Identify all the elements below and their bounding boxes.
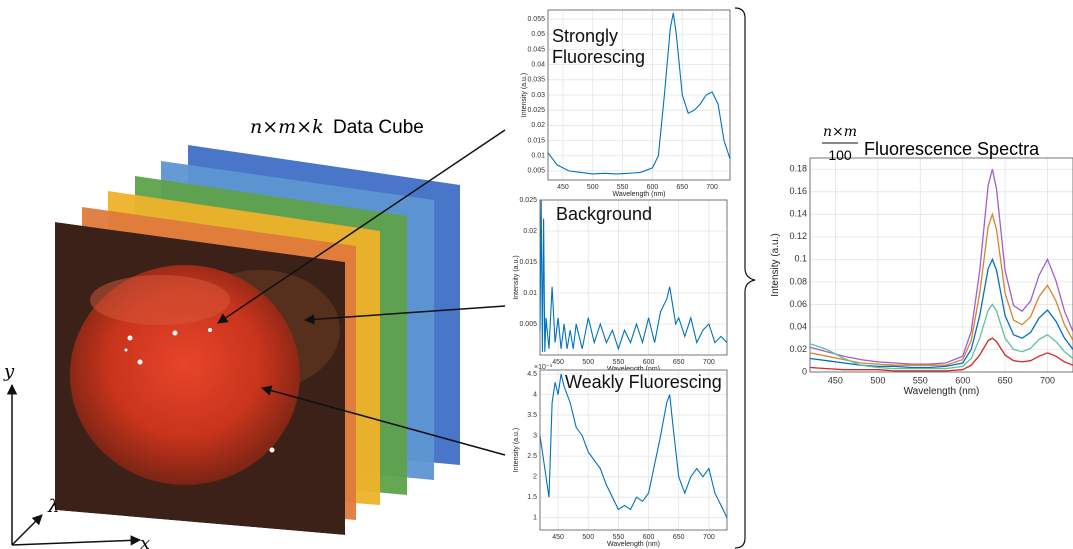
brace [735, 8, 755, 548]
chart-title-box: Strongly Fluorescing [552, 26, 662, 76]
y-tick-label: 0.14 [789, 209, 807, 219]
x-tick-label: 600 [955, 375, 970, 385]
y-tick-label: 2.5 [527, 453, 537, 460]
y-tick-label: 0.05 [531, 31, 545, 38]
plot-area [810, 158, 1073, 372]
x-tick-label: 700 [703, 359, 715, 366]
cube-label-math: n×m×k [250, 116, 324, 138]
y-tick-label: 0.04 [789, 321, 807, 331]
x-axis-label: Wavelength (nm) [607, 541, 660, 548]
chart-title-box: Weakly Fluorescing [565, 372, 735, 422]
x-tick-label: 550 [613, 534, 625, 541]
chart: 450 500 550 600 650 700 0.005 0.01 0.015 0.02 0.02… [521, 10, 730, 198]
y-tick-label: 0.12 [789, 231, 807, 241]
x-tick-label: 600 [647, 184, 659, 191]
x-tick-label: 700 [706, 184, 718, 191]
axis-lambda-arrow [12, 515, 42, 545]
y-tick-label: 0.04 [531, 61, 545, 68]
y-tick-label: 2 [533, 474, 537, 481]
x-tick-label: 600 [643, 359, 655, 366]
y-tick-label: 3.5 [527, 412, 537, 419]
x-tick-label: 700 [703, 534, 715, 541]
y-tick-label: 0.005 [527, 168, 545, 175]
y-tick-label: 0.03 [531, 92, 545, 99]
y-tick-label: 0.16 [789, 186, 807, 196]
chart: 450 500 550 600 650 700 0 0.02 0.04 0.06 0.08 0.1 0.… [770, 124, 1073, 397]
x-tick-label: 500 [582, 534, 594, 541]
x-tick-label: 600 [643, 534, 655, 541]
y-tick-label: 0.18 [789, 164, 807, 174]
x-tick-label: 550 [617, 184, 629, 191]
axis-x-label: x [140, 533, 150, 549]
x-tick-label: 700 [1040, 375, 1055, 385]
y-tick-label: 1 [533, 515, 537, 522]
y-tick-label: 4.5 [527, 371, 537, 378]
x-axis-label: Wavelength (nm) [612, 191, 665, 198]
y-tick-label: 0.01 [531, 153, 545, 160]
y-tick-label: 0.025 [527, 107, 545, 114]
y-axis-label: Intensity (a.u.) [521, 73, 528, 117]
chart-title-box: Background [556, 204, 706, 254]
chart-title: Strongly Fluorescing [552, 26, 662, 68]
layer-photo [55, 222, 345, 535]
y-tick-label: 0.035 [527, 77, 545, 84]
y-tick-label: 0.015 [527, 137, 545, 144]
x-tick-label: 550 [613, 359, 625, 366]
y-tick-label: 1.5 [527, 494, 537, 501]
y-tick-label: 0.08 [789, 276, 807, 286]
cube-label-text: Data Cube [333, 117, 424, 138]
y-axis-label: Intensity (a.u.) [770, 233, 781, 296]
x-tick-label: 450 [828, 375, 843, 385]
axis-lambda-label: λ [47, 496, 59, 517]
page: y λ x n×m×k Data Cube 450 500 550 600 650 700… [0, 0, 1073, 549]
chart-title: Weakly Fluorescing [565, 372, 735, 393]
axis-x-arrow [12, 540, 140, 545]
chart-title: Fluorescence Spectra [864, 139, 1040, 159]
y-tick-label: 0 [802, 366, 807, 376]
y-axis-label: Intensity (a.u.) [513, 255, 520, 299]
x-tick-label: 450 [552, 534, 564, 541]
y-tick-label: 0.02 [523, 228, 537, 235]
y-tick-label: 0.1 [794, 254, 807, 264]
y-tick-label: 0.015 [519, 259, 537, 266]
y-tick-label: 0.045 [527, 46, 545, 53]
x-tick-label: 650 [676, 184, 688, 191]
x-tick-label: 500 [587, 184, 599, 191]
x-tick-label: 450 [552, 359, 564, 366]
y-tick-label: 0.01 [523, 290, 537, 297]
x-tick-label: 650 [998, 375, 1013, 385]
x-tick-label: 500 [870, 375, 885, 385]
x-tick-label: 650 [673, 359, 685, 366]
x-axis-label: Wavelength (nm) [904, 386, 980, 397]
y-multiplier: ×10⁻³ [534, 364, 553, 371]
y-axis-label: Intensity (a.u.) [513, 428, 520, 472]
y-tick-label: 0.005 [519, 321, 537, 328]
y-tick-label: 4 [533, 391, 537, 398]
chart-title: Background [556, 204, 706, 225]
figure: y λ x n×m×k Data Cube 450 500 550 600 650 700… [0, 0, 1073, 549]
chart: 450 500 550 600 650 700 0.005 0.01 0.015 0.02 0.02… [513, 197, 727, 373]
y-tick-label: 3 [533, 432, 537, 439]
axis-y-label: y [3, 361, 15, 382]
data-cube [55, 145, 460, 535]
x-tick-label: 650 [673, 534, 685, 541]
y-tick-label: 0.06 [789, 299, 807, 309]
y-tick-label: 0.02 [789, 344, 807, 354]
y-tick-label: 0.02 [531, 122, 545, 129]
title-numerator: n×m [823, 124, 857, 140]
x-tick-label: 550 [913, 375, 928, 385]
y-tick-label: 0.025 [519, 197, 537, 204]
x-tick-label: 500 [582, 359, 594, 366]
y-tick-label: 0.055 [527, 16, 545, 23]
x-tick-label: 450 [557, 184, 569, 191]
chart: 450 500 550 600 650 700 1 1.5 2 2.5 3 3.5 4 4.5 Wavele… [513, 364, 735, 548]
title-denominator: 100 [828, 147, 852, 163]
